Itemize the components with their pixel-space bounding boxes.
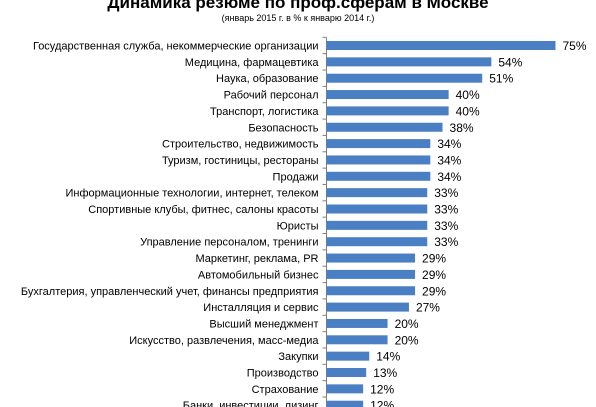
value-label: 12%	[370, 399, 394, 407]
category-label: Туризм, гостиницы, рестораны	[162, 155, 319, 167]
value-label: 40%	[456, 104, 480, 118]
value-label: 54%	[498, 55, 522, 69]
bar	[326, 122, 443, 132]
bar	[326, 286, 416, 296]
value-label: 34%	[437, 137, 461, 151]
bar	[326, 188, 428, 198]
bar	[326, 220, 428, 230]
bar	[326, 106, 449, 116]
value-label: 33%	[434, 186, 458, 200]
value-label: 75%	[563, 39, 587, 53]
value-label: 29%	[422, 268, 446, 282]
value-label: 14%	[376, 350, 400, 364]
value-label: 13%	[373, 366, 397, 380]
value-label: 12%	[370, 382, 394, 396]
category-label: Наука, образование	[216, 73, 318, 85]
category-label: Закупки	[278, 351, 318, 363]
category-label: Спортивные клубы, фитнес, салоны красоты	[88, 204, 318, 216]
category-label: Бухгалтерия, управленческий учет, финанс…	[21, 286, 319, 298]
category-label: Инсталляция и сервис	[203, 302, 319, 314]
bar	[326, 57, 492, 67]
value-label: 33%	[434, 219, 458, 233]
value-label: 29%	[422, 284, 446, 298]
category-label: Производство	[247, 368, 319, 380]
bar	[326, 90, 449, 100]
bar	[326, 400, 364, 407]
value-label: 34%	[437, 170, 461, 184]
value-label: 40%	[456, 88, 480, 102]
bar	[326, 155, 431, 165]
value-label: 34%	[437, 153, 461, 167]
category-axis	[322, 36, 327, 407]
bar	[326, 269, 416, 279]
value-label: 29%	[422, 252, 446, 266]
bar	[326, 351, 370, 361]
chart-title: Динамика резюме по проф.сферам в Москве	[107, 0, 489, 12]
value-label: 20%	[395, 317, 419, 331]
category-label: Высший менеджмент	[209, 318, 318, 330]
bar	[326, 139, 431, 149]
bars	[326, 41, 556, 407]
value-label: 33%	[434, 235, 458, 249]
value-label: 20%	[395, 333, 419, 347]
category-label: Государственная служба, некоммерческие о…	[33, 41, 319, 53]
category-label: Строительство, недвижимость	[162, 139, 319, 151]
bar	[326, 73, 483, 83]
bar	[326, 253, 416, 263]
value-label: 38%	[450, 121, 474, 135]
category-label: Рабочий персонал	[224, 90, 319, 102]
value-label: 51%	[489, 72, 513, 86]
category-label: Банки, инвестиции, лизинг	[183, 400, 319, 407]
category-label: Автомобильный бизнес	[198, 269, 319, 281]
bar	[326, 368, 367, 377]
category-label: Безопасность	[248, 122, 318, 134]
bar	[326, 302, 409, 312]
category-label: Транспорт, логистика	[210, 106, 319, 118]
category-label: Страхование	[252, 384, 319, 396]
category-label: Маркетинг, реклама, PR	[195, 253, 318, 265]
category-label: Медицина, фармацевтика	[185, 57, 320, 69]
bar	[326, 171, 431, 181]
category-label: Управление персоналом, тренинги	[140, 237, 318, 249]
category-label: Искусство, развлечения, масс-медиа	[129, 335, 319, 347]
category-label: Информационные технологии, интернет, тел…	[66, 188, 319, 200]
value-label: 33%	[434, 203, 458, 217]
category-label: Юристы	[277, 220, 319, 232]
bar	[326, 41, 556, 50]
bar	[326, 335, 388, 345]
labels: Государственная служба, некоммерческие о…	[21, 39, 587, 407]
bar	[326, 204, 428, 214]
bar	[326, 318, 388, 328]
chart-subtitle: (январь 2015 г. в % к январю 2014 г.)	[221, 13, 375, 23]
bar	[326, 384, 364, 394]
category-label: Продажи	[273, 171, 319, 183]
value-label: 27%	[416, 301, 440, 315]
bar	[326, 237, 428, 247]
